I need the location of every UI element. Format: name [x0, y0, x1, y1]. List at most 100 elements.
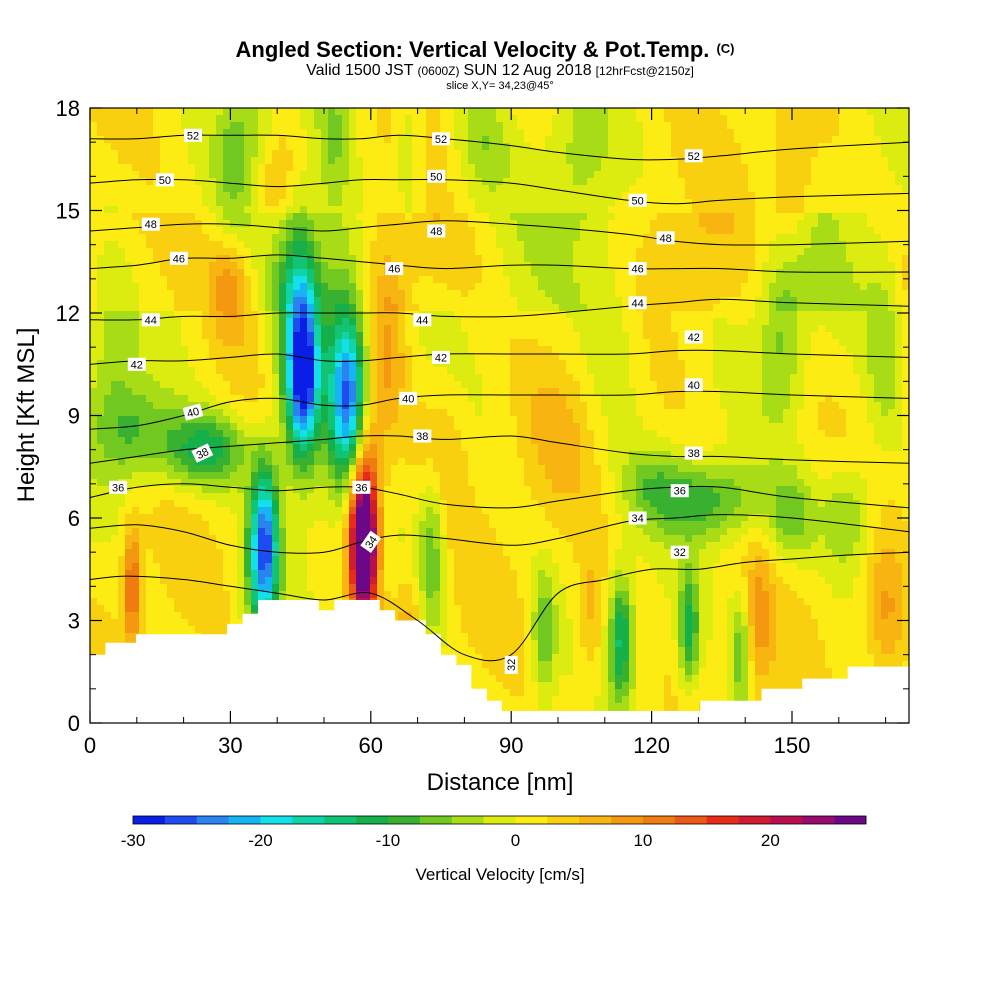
- y-tick-label: 9: [68, 404, 80, 429]
- colorbar-tick-label: -10: [376, 831, 401, 850]
- x-axis-label: Distance [nm]: [427, 769, 574, 796]
- colorbar-swatch: [515, 816, 548, 824]
- contour-line-40: [90, 390, 909, 430]
- x-tick-label: 30: [218, 733, 242, 758]
- contour-labels: 32 34 36 36 36 34 32 38 38 38 40 40 40 42 42 42 44 44 44 46…: [109, 128, 703, 674]
- colorbar-swatch: [674, 816, 707, 824]
- valid-time: Valid 1500 JST: [306, 62, 414, 79]
- colorbar-swatch: [547, 816, 580, 824]
- colorbar-swatch: [802, 816, 835, 824]
- chart-title: Angled Section: Vertical Velocity & Pot.…: [236, 37, 735, 62]
- contour-line-44: [90, 298, 909, 321]
- colorbar-swatch: [451, 816, 484, 824]
- contour-line-36: [90, 483, 909, 509]
- y-tick-label: 6: [68, 506, 80, 531]
- colorbar-swatch: [260, 816, 293, 824]
- y-tick-label: 0: [68, 711, 80, 736]
- contour-label: 44: [413, 313, 432, 327]
- colorbar-swatch: [164, 816, 198, 824]
- contour-label: 36: [352, 480, 371, 494]
- contour-label: 32: [670, 545, 689, 559]
- y-tick-label: 15: [56, 199, 80, 224]
- contour-label: 36: [109, 480, 128, 494]
- y-tick-label: 18: [56, 96, 80, 121]
- slice-info: slice X,Y= 34,23@45°: [446, 80, 554, 92]
- colorbar-tick-label: -30: [121, 831, 146, 850]
- contour-label: 46: [385, 262, 404, 276]
- contour-label: 48: [141, 217, 160, 231]
- y-tick-label: 12: [56, 301, 80, 326]
- colorbar-swatch: [419, 816, 452, 824]
- contour-label: 38: [684, 446, 703, 460]
- colorbar-tick-label: 10: [633, 831, 652, 850]
- colorbar-swatch: [579, 816, 612, 824]
- x-axis-ticks: 0 30 60 90 120 150: [84, 108, 887, 758]
- colorbar-swatch: [611, 816, 644, 824]
- contour-label: 40: [399, 391, 418, 405]
- velocity-field: [90, 108, 909, 723]
- x-tick-label: 120: [633, 733, 670, 758]
- colorbar-swatch: [196, 816, 229, 824]
- colorbar-swatch: [770, 816, 803, 824]
- contour-line-34: [90, 514, 909, 554]
- colorbar-swatch: [706, 816, 739, 824]
- forecast-info: [12hrFcst@2150z]: [596, 64, 694, 78]
- contour-label: 42: [127, 357, 146, 371]
- contour-label: 34: [360, 530, 382, 554]
- colorbar: -30 -20 -10 0 10 20: [121, 815, 867, 850]
- contour-label: 46: [628, 262, 647, 276]
- x-tick-label: 60: [359, 733, 383, 758]
- valid-date: SUN 12 Aug 2018: [464, 62, 592, 79]
- contour-line-46: [90, 254, 909, 273]
- colorbar-swatch: [387, 816, 421, 824]
- colorbar-swatch: [483, 816, 516, 824]
- contour-label: 38: [191, 443, 214, 463]
- terrain-mask: [90, 600, 909, 723]
- contour-label: 52: [432, 132, 450, 146]
- colorbar-swatch: [356, 816, 389, 824]
- contour-label: 40: [182, 403, 204, 421]
- title-unit: (C): [716, 41, 734, 56]
- colorbar-tick-label: -20: [248, 831, 273, 850]
- contour-label: 48: [427, 224, 446, 238]
- colorbar-tick-label: 0: [511, 831, 520, 850]
- contour-label: 46: [169, 251, 188, 265]
- colorbar-swatch: [228, 816, 261, 824]
- x-tick-label: 0: [84, 733, 96, 758]
- contour-label: 40: [684, 378, 703, 392]
- colorbar-swatch: [324, 816, 357, 824]
- valid-utc: (0600Z): [417, 64, 459, 78]
- y-tick-label: 3: [68, 609, 80, 634]
- contour-label: 34: [628, 511, 647, 525]
- contour-line-38: [90, 435, 909, 464]
- colorbar-swatch: [133, 816, 166, 824]
- colorbar-label: Vertical Velocity [cm/s]: [415, 865, 584, 884]
- contour-line-32: [90, 551, 909, 662]
- contour-label: 48: [656, 231, 675, 245]
- colorbar-swatch: [834, 816, 867, 824]
- colorbar-frame: [132, 815, 867, 825]
- contour-label: 44: [141, 313, 160, 327]
- contour-label: 38: [413, 429, 432, 443]
- x-tick-label: 90: [499, 733, 523, 758]
- colorbar-swatch: [738, 816, 771, 824]
- contour-label: 50: [155, 173, 174, 187]
- contour-label: 52: [684, 149, 703, 163]
- valid-time-line: Valid 1500 JST (0600Z) SUN 12 Aug 2018 [12h…: [306, 62, 694, 79]
- colorbar-tick-label: 20: [761, 831, 780, 850]
- contour-label: 42: [684, 330, 703, 344]
- contour-label: 50: [427, 169, 446, 183]
- colorbar-swatch: [292, 816, 325, 824]
- contour-label: 44: [628, 296, 647, 310]
- colorbar-swatch: [642, 816, 676, 824]
- contour-label: 36: [670, 484, 689, 498]
- title-main: Angled Section: Vertical Velocity & Pot.…: [236, 37, 710, 62]
- x-tick-label: 150: [774, 733, 811, 758]
- contour-label: 32: [504, 655, 518, 674]
- contour-line-48: [90, 220, 909, 246]
- contour-label: 42: [432, 350, 450, 364]
- contour-label: 52: [184, 128, 202, 142]
